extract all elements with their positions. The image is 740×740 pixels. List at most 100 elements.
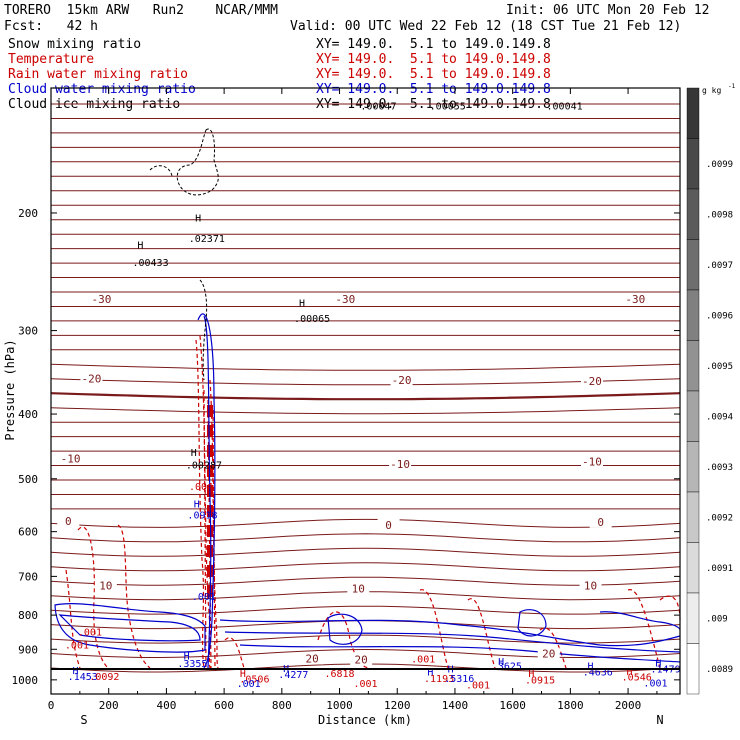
colorbar-tick-label: .0097: [706, 261, 733, 271]
extremum-value-label: .001: [237, 679, 261, 690]
high-marker: H: [299, 298, 305, 309]
extremum-value-label: .1193: [424, 674, 454, 685]
temperature-label-bg: [334, 293, 357, 306]
contour-labels: -30 -30 -30 -20 -20 -20 -10 -10 -10 0 0 0 10 10 10 20 20…: [57, 101, 681, 691]
colorbar-tick-label: .0093: [706, 463, 733, 473]
rain-contour: [209, 379, 219, 669]
isotherm: [50, 634, 681, 644]
high-marker: H: [137, 240, 143, 251]
colorbar-segment: [686, 239, 700, 291]
temperature-contour-label: 20: [305, 652, 318, 665]
rain-contour: [117, 524, 151, 669]
x-tick-label: 1200: [384, 699, 411, 712]
cloud-water-contour: [203, 315, 212, 669]
extremum-value-label: .001: [643, 678, 667, 689]
rain-core-dash: [207, 565, 213, 577]
legend-rain-xy: XY= 149.0. 5.1 to 149.0.149.8: [316, 67, 551, 82]
cloud-ice-contour: [149, 165, 173, 177]
temperature-label-bg: [301, 652, 324, 665]
extremum-value-label: .001: [78, 627, 102, 638]
rain-core-dash: [207, 445, 213, 457]
x-tick-label: 600: [214, 699, 234, 712]
temperature-label-bg: [537, 647, 560, 660]
rain-contour: [199, 335, 211, 669]
rain-core-dash: [207, 545, 213, 557]
rain-contour: [77, 526, 109, 669]
high-marker: H: [195, 214, 201, 225]
legend-rain-label: Rain water mixing ratio: [8, 67, 189, 82]
extremum-value-label: .02371: [189, 234, 225, 245]
cloud-water-contour: [327, 613, 363, 645]
high-marker: H: [498, 657, 504, 668]
legend-temperature-xy: XY= 149.0. 5.1 to 149.0.149.8: [316, 52, 551, 67]
colorbar-segment: [686, 643, 700, 695]
temperature-label-bg: [90, 293, 113, 306]
rain-core-dash: [207, 525, 213, 537]
x-tick-label: 0: [48, 699, 55, 712]
temperature-label-bg: [589, 515, 612, 528]
colorbar-segment: [686, 390, 700, 442]
y-tick-label: 500: [18, 473, 38, 486]
colorbar-segment: [686, 188, 700, 240]
extremum-value-label: .6818: [324, 669, 354, 680]
colorbar-segment: [686, 87, 700, 139]
temperature-label-bg: [59, 452, 82, 465]
rain-contour: [65, 569, 81, 669]
isotherm: [50, 562, 681, 572]
cloud-ice-contour: [199, 279, 208, 381]
temperature-contour-label: -20: [392, 374, 412, 387]
temperature-contour-label: -30: [92, 293, 112, 306]
y-tick-label: 800: [18, 609, 38, 622]
temperature-contour-label: 20: [355, 653, 368, 666]
x-tick-label: 400: [156, 699, 176, 712]
plot-frame: [50, 87, 681, 695]
y-tick-label: 900: [18, 643, 38, 656]
x-tick-label: 2000: [615, 699, 642, 712]
colorbar-segment: [686, 441, 700, 493]
x-tick-label: 200: [99, 699, 119, 712]
x-tick-label: 1800: [557, 699, 584, 712]
temperature-label-bg: [350, 653, 373, 666]
extremum-value-label: .001: [411, 655, 435, 666]
extremum-value-label: .1453: [68, 672, 98, 683]
rain-contour: [467, 598, 496, 669]
temperature-label-bg: [347, 582, 370, 595]
forecast-hour: Fcst: 42 h: [4, 19, 98, 34]
isotherm: [50, 576, 681, 586]
extremum-value-label: .4277: [278, 670, 308, 681]
extremum-value-label: .001: [192, 592, 216, 603]
y-tick-label: 200: [18, 207, 38, 220]
extremum-value-label: .0546: [622, 673, 652, 684]
extremum-value-label: .3355: [177, 659, 207, 670]
rain-contour: [539, 627, 567, 669]
temperature-contours: [50, 103, 681, 673]
colorbar-segment: [686, 542, 700, 594]
high-marker: H: [626, 667, 632, 678]
rain-contour: [659, 595, 681, 621]
north-label: N: [656, 713, 663, 727]
x-axis-label: Distance (km): [318, 713, 412, 727]
rain-contour: [627, 589, 661, 669]
temperature-label-bg: [57, 514, 80, 527]
temperature-label-bg: [389, 458, 412, 471]
temperature-label-bg: [579, 579, 602, 592]
cloud-water-contour: [599, 611, 681, 631]
legend-snow-label: Snow mixing ratio: [8, 37, 142, 52]
extremum-value-label: .00287: [186, 461, 222, 472]
temperature-contour-label: 10: [584, 580, 597, 593]
south-label: S: [80, 713, 87, 727]
colorbar-tick-label: .0098: [706, 210, 733, 220]
init-time: Init: 06 UTC Mon 20 Feb 12: [506, 3, 710, 18]
valid-time: Valid: 00 UTC Wed 22 Feb 12 (18 CST Tue …: [290, 19, 682, 34]
high-marker: H: [73, 666, 79, 677]
y-axis-label: Pressure (hPa): [3, 339, 17, 440]
high-marker: H: [427, 667, 433, 678]
cloud-water-contour: [58, 614, 201, 642]
extremum-value-label: .1479: [651, 665, 681, 676]
high-marker: H: [588, 662, 594, 673]
extremum-value-label: .00433: [132, 258, 168, 269]
colorbar-tick-label: .0089: [706, 665, 733, 675]
temperature-contour-label: -20: [582, 375, 602, 388]
temperature-contour-label: 20: [542, 648, 555, 661]
high-marker: H: [655, 658, 661, 669]
